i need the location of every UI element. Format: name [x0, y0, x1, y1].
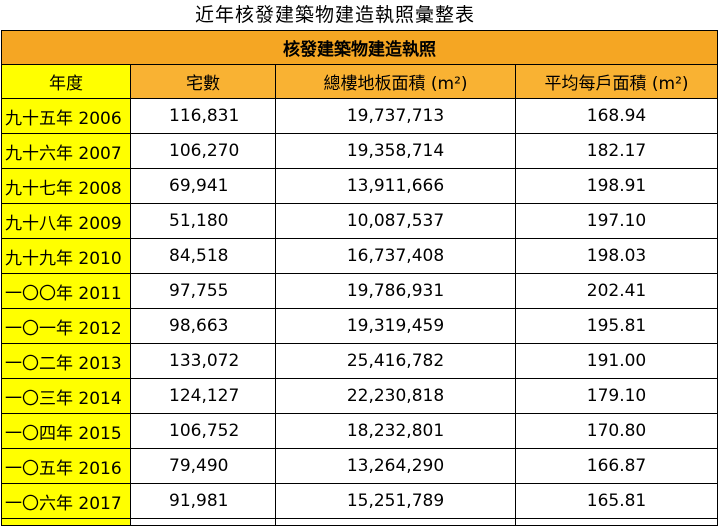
- column-header-year: 年度: [1, 64, 131, 99]
- units-cell: 91,981: [130, 483, 276, 519]
- floor-area-cell: 19,319,459: [275, 308, 516, 344]
- header-row: 年度 宅數 總樓地板面積 (m²) 平均每戶面積 (m²): [1, 64, 718, 99]
- permit-summary-table: 核發建築物建造執照 年度 宅數 總樓地板面積 (m²) 平均每戶面積 (m²) …: [1, 30, 718, 526]
- table-banner: 核發建築物建造執照: [1, 30, 718, 65]
- avg-area-cell: 191.00: [515, 343, 718, 379]
- table-row: 一〇〇年 2011 97,755 19,786,931 202.41: [1, 273, 718, 309]
- year-cell: 九十五年 2006: [1, 98, 131, 134]
- floor-area-cell: 15,251,789: [275, 483, 516, 519]
- avg-area-cell: 168.94: [515, 98, 718, 134]
- avg-area-cell: 170.80: [515, 413, 718, 449]
- year-cell: 一〇五年 2016: [1, 448, 131, 484]
- floor-area-cell: 25,416,782: [275, 343, 516, 379]
- year-cell: 一〇一年 2012: [1, 308, 131, 344]
- year-cell: 九十六年 2007: [1, 133, 131, 169]
- year-cell: 一〇四年 2015: [1, 413, 131, 449]
- avg-area-cell: 165.81: [515, 483, 718, 519]
- cutoff-cell: [515, 518, 718, 526]
- avg-area-cell: 179.10: [515, 378, 718, 414]
- table-row: 一〇六年 2017 91,981 15,251,789 165.81: [1, 483, 718, 519]
- floor-area-cell: 18,232,801: [275, 413, 516, 449]
- cutoff-cell: [130, 518, 276, 526]
- units-cell: 106,270: [130, 133, 276, 169]
- units-cell: 133,072: [130, 343, 276, 379]
- table-row: 一〇三年 2014 124,127 22,230,818 179.10: [1, 378, 718, 414]
- avg-area-cell: 195.81: [515, 308, 718, 344]
- units-cell: 124,127: [130, 378, 276, 414]
- floor-area-cell: 16,737,408: [275, 238, 516, 274]
- avg-area-cell: 198.03: [515, 238, 718, 274]
- table-row: 九十九年 2010 84,518 16,737,408 198.03: [1, 238, 718, 274]
- table-row: 一〇四年 2015 106,752 18,232,801 170.80: [1, 413, 718, 449]
- year-cell: 一〇六年 2017: [1, 483, 131, 519]
- cutoff-cell: [275, 518, 516, 526]
- year-cell: 九十八年 2009: [1, 203, 131, 239]
- table-row: 九十五年 2006 116,831 19,737,713 168.94: [1, 98, 718, 134]
- units-cell: 79,490: [130, 448, 276, 484]
- avg-area-cell: 198.91: [515, 168, 718, 204]
- table-row: 一〇五年 2016 79,490 13,264,290 166.87: [1, 448, 718, 484]
- avg-area-cell: 182.17: [515, 133, 718, 169]
- banner-row: 核發建築物建造執照: [1, 30, 718, 65]
- units-cell: 106,752: [130, 413, 276, 449]
- units-cell: 97,755: [130, 273, 276, 309]
- table-row: 九十七年 2008 69,941 13,911,666 198.91: [1, 168, 718, 204]
- year-cell: 九十九年 2010: [1, 238, 131, 274]
- cutoff-cell: [1, 518, 131, 526]
- units-cell: 51,180: [130, 203, 276, 239]
- floor-area-cell: 10,087,537: [275, 203, 516, 239]
- floor-area-cell: 22,230,818: [275, 378, 516, 414]
- year-cell: 一〇二年 2013: [1, 343, 131, 379]
- table-row: 九十六年 2007 106,270 19,358,714 182.17: [1, 133, 718, 169]
- floor-area-cell: 13,264,290: [275, 448, 516, 484]
- units-cell: 84,518: [130, 238, 276, 274]
- table-row: 九十八年 2009 51,180 10,087,537 197.10: [1, 203, 718, 239]
- units-cell: 69,941: [130, 168, 276, 204]
- units-cell: 116,831: [130, 98, 276, 134]
- column-header-floor-area: 總樓地板面積 (m²): [275, 64, 516, 99]
- floor-area-cell: 13,911,666: [275, 168, 516, 204]
- avg-area-cell: 166.87: [515, 448, 718, 484]
- column-header-avg-area: 平均每戶面積 (m²): [515, 64, 718, 99]
- table-row: 一〇二年 2013 133,072 25,416,782 191.00: [1, 343, 718, 379]
- table-row-cutoff: [1, 518, 718, 526]
- avg-area-cell: 202.41: [515, 273, 718, 309]
- year-cell: 一〇〇年 2011: [1, 273, 131, 309]
- floor-area-cell: 19,737,713: [275, 98, 516, 134]
- floor-area-cell: 19,358,714: [275, 133, 516, 169]
- year-cell: 九十七年 2008: [1, 168, 131, 204]
- floor-area-cell: 19,786,931: [275, 273, 516, 309]
- avg-area-cell: 197.10: [515, 203, 718, 239]
- page-title: 近年核發建築物建造執照彙整表: [194, 4, 475, 26]
- column-header-units: 宅數: [130, 64, 276, 99]
- year-cell: 一〇三年 2014: [1, 378, 131, 414]
- table-row: 一〇一年 2012 98,663 19,319,459 195.81: [1, 308, 718, 344]
- units-cell: 98,663: [130, 308, 276, 344]
